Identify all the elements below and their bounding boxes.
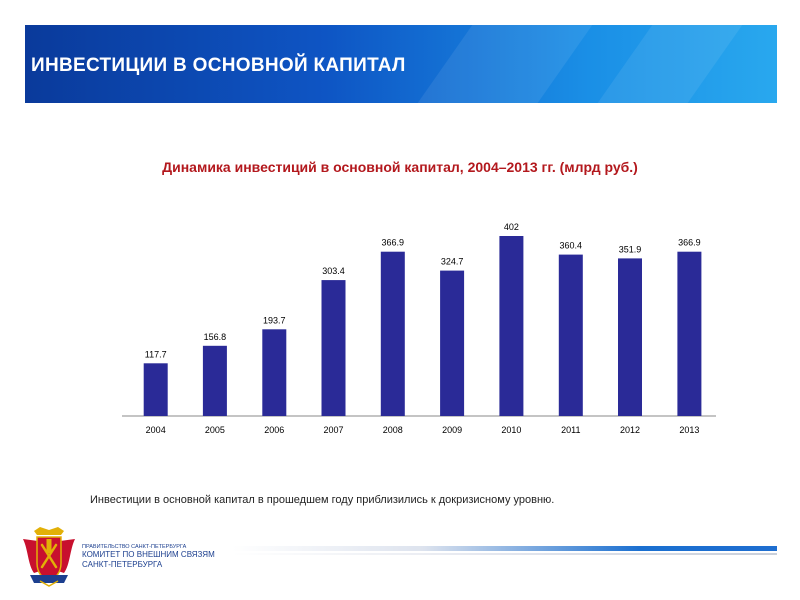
bar-value-label: 360.4 bbox=[560, 241, 583, 251]
x-tick-label: 2006 bbox=[264, 425, 284, 435]
footer-decor-line bbox=[232, 546, 777, 551]
org-line-2: КОМИТЕТ ПО ВНЕШНИМ СВЯЗЯМ bbox=[82, 550, 215, 560]
bar-2005 bbox=[202, 345, 227, 416]
bar-value-label: 156.8 bbox=[204, 332, 227, 342]
org-line-3: САНКТ-ПЕТЕРБУРГА bbox=[82, 559, 163, 569]
bar-2013 bbox=[677, 251, 702, 416]
x-tick-label: 2009 bbox=[442, 425, 462, 435]
x-tick-label: 2004 bbox=[146, 425, 166, 435]
bar-value-label: 366.9 bbox=[678, 238, 701, 248]
x-tick-label: 2008 bbox=[383, 425, 403, 435]
org-line-1: ПРАВИТЕЛЬСТВО САНКТ-ПЕТЕРБУРГА bbox=[82, 544, 187, 550]
bar-value-label: 324.7 bbox=[441, 257, 464, 267]
bar-2004 bbox=[143, 363, 168, 416]
bar-value-label: 193.7 bbox=[263, 315, 286, 325]
x-tick-label: 2005 bbox=[205, 425, 225, 435]
x-tick-label: 2012 bbox=[620, 425, 640, 435]
x-tick-label: 2007 bbox=[323, 425, 343, 435]
bar-value-label: 351.9 bbox=[619, 244, 642, 254]
page-title: ИНВЕСТИЦИИ В ОСНОВНОЙ КАПИТАЛ bbox=[31, 55, 406, 76]
bar-value-label: 117.7 bbox=[145, 349, 167, 359]
bar-2012 bbox=[618, 258, 642, 416]
coat-of-arms-icon bbox=[23, 527, 75, 587]
bar-2009 bbox=[440, 270, 465, 416]
x-tick-label: 2010 bbox=[501, 425, 521, 435]
x-tick-label: 2011 bbox=[561, 425, 580, 435]
bar-2010 bbox=[499, 236, 524, 416]
chart-title: Динамика инвестиций в основной капитал, … bbox=[162, 159, 638, 175]
bar-value-label: 366.9 bbox=[382, 238, 405, 248]
bar-2007 bbox=[321, 280, 346, 416]
x-tick-label: 2013 bbox=[679, 425, 699, 435]
bar-2011 bbox=[558, 254, 583, 416]
organization-name: ПРАВИТЕЛЬСТВО САНКТ-ПЕТЕРБУРГА КОМИТЕТ П… bbox=[82, 544, 215, 569]
footer-decor-line bbox=[232, 553, 777, 555]
bar-2006 bbox=[262, 329, 287, 416]
bar-2008 bbox=[380, 251, 405, 416]
chart-note: Инвестиции в основной капитал в прошедше… bbox=[90, 494, 555, 506]
bar-value-label: 402 bbox=[504, 222, 519, 232]
header-banner: ИНВЕСТИЦИИ В ОСНОВНОЙ КАПИТАЛ bbox=[25, 25, 777, 103]
bar-value-label: 303.4 bbox=[322, 266, 345, 276]
